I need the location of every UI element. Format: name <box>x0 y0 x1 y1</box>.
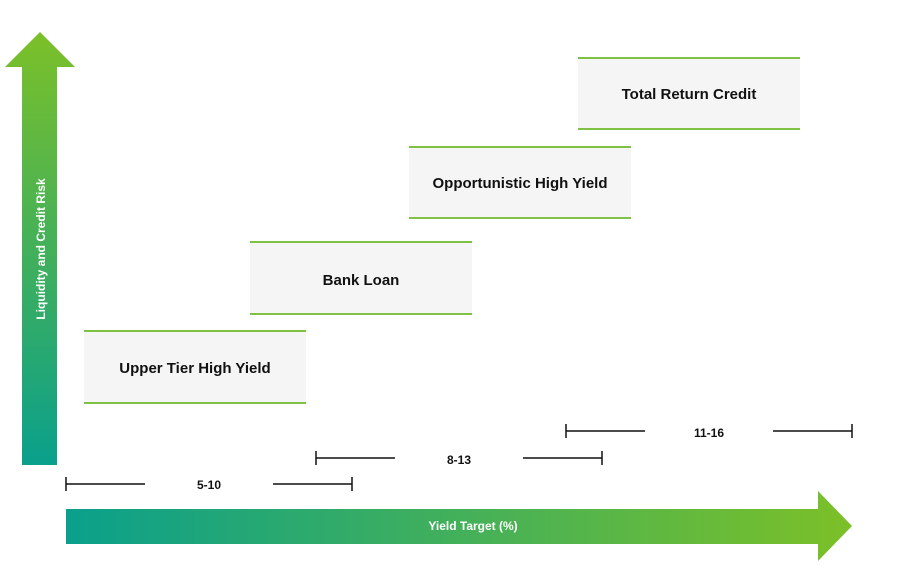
range: 8-13 <box>315 451 603 467</box>
box: Opportunistic High Yield <box>409 146 631 219</box>
range-label: 11-16 <box>694 426 724 440</box>
x-axis-arrow <box>66 491 852 561</box>
y-axis-label: Liquidity and Credit Risk <box>34 178 48 320</box>
box-bg <box>578 58 800 129</box>
box-bg <box>409 147 631 218</box>
x-axis-label: Yield Target (%) <box>428 519 517 533</box>
y-axis-arrow <box>5 32 75 465</box>
box-label: Total Return Credit <box>622 86 757 103</box>
range: 11-16 <box>565 424 853 440</box>
box: Total Return Credit <box>578 57 800 130</box>
box-label: Opportunistic High Yield <box>432 175 607 192</box>
box-bg <box>84 331 306 403</box>
range-label: 5-10 <box>197 478 221 492</box>
range-label: 8-13 <box>447 453 471 467</box>
box: Upper Tier High Yield <box>84 330 306 404</box>
box: Bank Loan <box>250 241 472 315</box>
range: 5-10 <box>65 477 353 492</box>
box-label: Upper Tier High Yield <box>119 360 270 377</box>
box-bg <box>250 242 472 314</box>
box-label: Bank Loan <box>323 272 400 289</box>
